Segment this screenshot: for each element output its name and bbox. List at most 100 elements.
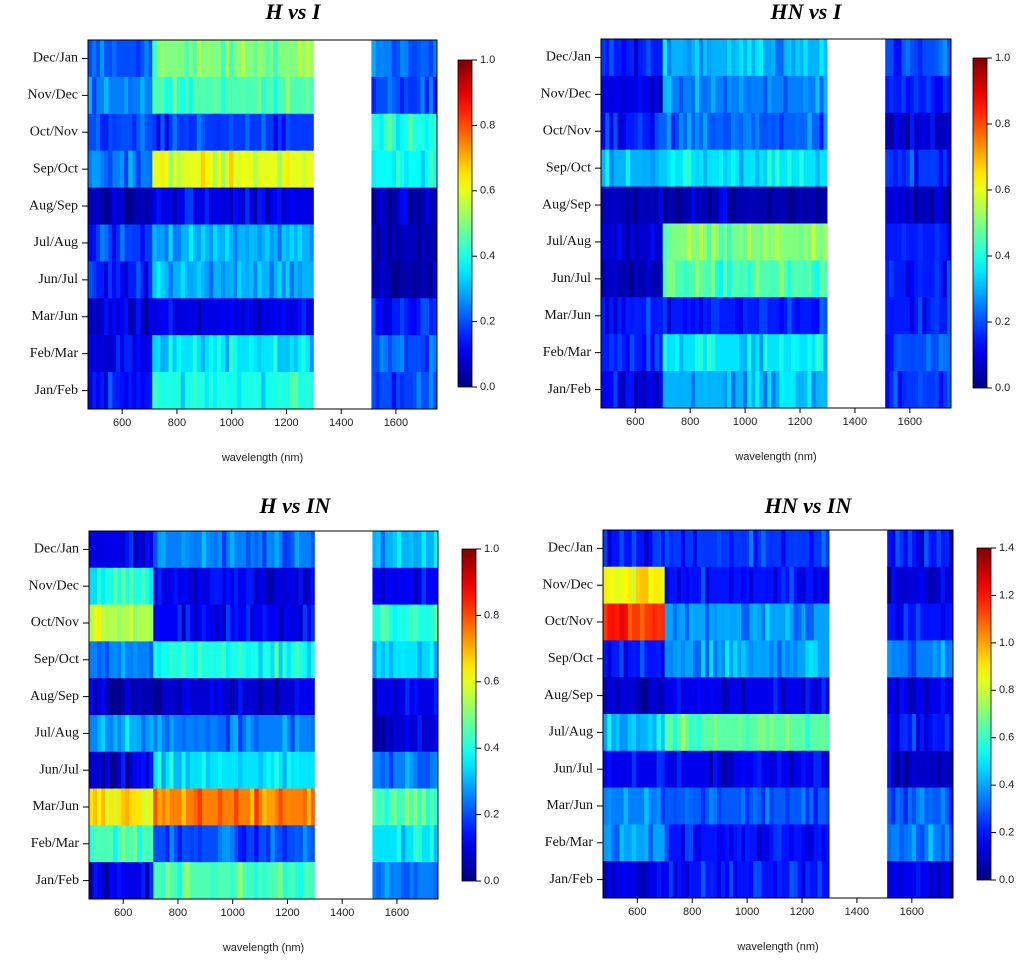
heatmap-stripe	[140, 113, 145, 151]
heatmap-stripe	[735, 223, 740, 261]
heatmap-stripe	[180, 40, 185, 78]
heatmap-stripe	[196, 298, 202, 336]
heatmap-stripe	[286, 604, 291, 642]
heatmap-stripe	[108, 150, 113, 188]
heatmap-stripe	[642, 334, 647, 372]
heatmap-stripe	[719, 260, 724, 298]
heatmap-stripe	[805, 824, 810, 862]
heatmap-stripe	[779, 112, 784, 150]
heatmap-stripe	[603, 861, 608, 899]
heatmap-stripe	[306, 862, 312, 900]
heatmap-stripe	[371, 224, 376, 262]
heatmap-stripe	[644, 714, 649, 752]
heatmap-stripe	[928, 824, 933, 862]
heatmap-stripe	[97, 678, 102, 716]
heatmap-stripe	[245, 298, 250, 336]
heatmap-stripe	[650, 371, 655, 409]
heatmap-stripe	[432, 76, 438, 115]
heatmap-stripe	[181, 715, 186, 753]
heatmap-stripe	[145, 531, 150, 569]
heatmap-stripe	[188, 113, 193, 151]
heatmap-stripe	[761, 714, 766, 752]
heatmap-stripe	[254, 825, 259, 863]
heatmap-stripe	[387, 224, 393, 262]
heatmap-stripe	[196, 335, 202, 373]
heatmap-stripe	[100, 224, 105, 262]
heatmap-stripe	[684, 603, 690, 641]
heatmap-stripe	[237, 372, 242, 410]
heatmap-stripe	[654, 223, 659, 261]
heatmap-stripe	[379, 187, 384, 225]
heatmap-stripe	[753, 787, 758, 825]
heatmap-cells	[89, 531, 439, 900]
y-tick-label: Feb/Mar	[545, 835, 594, 850]
heatmap-stripe	[152, 261, 157, 299]
heatmap-stripe	[686, 186, 692, 224]
heatmap-stripe	[918, 297, 923, 335]
x-tick-label: 600	[113, 417, 131, 429]
heatmap-stripe	[676, 566, 682, 604]
heatmap-stripe	[242, 715, 247, 753]
heatmap-stripe	[380, 751, 385, 789]
y-tick-label: Nov/Dec	[542, 577, 593, 592]
heatmap-stripe	[926, 75, 931, 114]
heatmap-stripe	[277, 150, 282, 188]
heatmap-stripe	[404, 224, 409, 262]
heatmap-stripe	[404, 298, 409, 336]
heatmap-stripe	[141, 531, 146, 569]
heatmap-stripe	[938, 75, 944, 114]
heatmap-stripe	[257, 187, 262, 225]
heatmap-stripe	[889, 371, 894, 409]
heatmap-stripe	[391, 113, 397, 151]
heatmap-stripe	[825, 861, 830, 899]
y-tick-label: Jul/Aug	[549, 725, 593, 740]
heatmap-stripe	[149, 862, 154, 900]
heatmap-stripe	[395, 261, 401, 299]
heatmap-stripe	[141, 715, 146, 753]
heatmap-stripe	[290, 567, 295, 605]
heatmap-stripe	[173, 678, 178, 716]
heatmap-stripe	[658, 149, 664, 187]
heatmap-stripe	[934, 39, 939, 77]
heatmap-stripe	[615, 824, 620, 862]
heatmap-stripe	[250, 567, 255, 605]
heatmap-stripe	[274, 641, 279, 679]
heatmap-stripe	[153, 641, 158, 679]
heatmap-stripe	[601, 112, 606, 150]
heatmap-stripe	[729, 750, 734, 788]
heatmap-stripe	[177, 862, 182, 900]
heatmap-stripe	[702, 39, 708, 77]
heatmap-stripe	[725, 603, 730, 641]
colorbar: 0.00.20.40.60.81.0	[972, 52, 1010, 394]
heatmap-stripe	[375, 372, 380, 410]
heatmap-stripe	[819, 260, 824, 298]
heatmap-stripe	[698, 334, 704, 372]
heatmap-stripe	[392, 604, 398, 642]
colorbar: 0.00.20.40.60.81.0	[461, 543, 499, 887]
heatmap-stripe	[379, 372, 384, 410]
heatmap-stripe	[417, 751, 422, 789]
heatmap-stripe	[101, 751, 106, 789]
y-tick-label: Mar/Jun	[31, 309, 78, 324]
heatmap-stripe	[412, 261, 417, 299]
heatmap-stripe	[712, 640, 718, 678]
heatmap-stripe	[212, 150, 218, 188]
heatmap-stripe	[220, 150, 226, 188]
heatmap-stripe	[684, 787, 690, 825]
heatmap-stripe	[899, 714, 904, 752]
heatmap-stripe	[100, 40, 105, 78]
heatmap-stripe	[609, 334, 614, 372]
heatmap-stripe	[420, 335, 425, 373]
heatmap-stripe	[185, 825, 190, 863]
heatmap-stripe	[124, 76, 129, 115]
heatmap-stripe	[946, 112, 952, 150]
heatmap-stripe	[302, 678, 308, 716]
heatmap-stripe	[625, 149, 631, 187]
heatmap-stripe	[246, 715, 251, 753]
heatmap-stripe	[412, 224, 417, 262]
heatmap-stripe	[706, 297, 712, 335]
heatmap-stripe	[930, 186, 935, 224]
heatmap-stripe	[168, 150, 173, 188]
heatmap-stripe	[903, 750, 909, 788]
heatmap-stripe	[809, 640, 814, 678]
